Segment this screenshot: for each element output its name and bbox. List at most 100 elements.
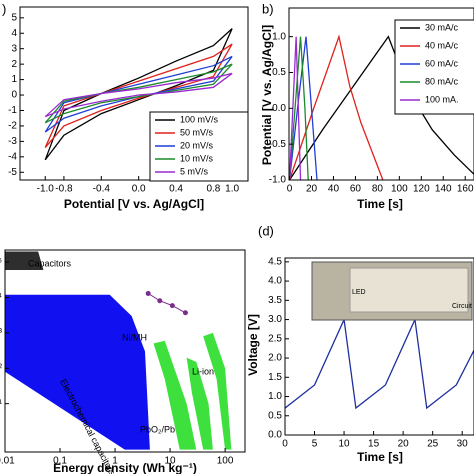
plot-area (44, 28, 233, 161)
y-tick-label: -1 (8, 105, 17, 116)
legend-label: 100 mA. (425, 94, 459, 104)
x-tick-label: 25 (427, 439, 439, 450)
y-tick-label: 0.0 (268, 430, 282, 441)
legend-label: 5 mV/s (180, 166, 209, 176)
y-tick-label: -3 (8, 136, 17, 147)
region (5, 294, 150, 450)
annotation: Circuit bo (452, 303, 474, 310)
y-tick-label: -5 (8, 167, 17, 178)
series-line (289, 36, 309, 180)
y-tick-label: 3.0 (268, 314, 282, 325)
x-tick-label: 0.1 (53, 456, 67, 467)
plot-frame (4, 249, 246, 453)
legend-label: 40 mA/c (425, 40, 459, 50)
point (145, 290, 151, 296)
x-tick-label: 120 (413, 184, 430, 195)
inset-board (349, 267, 469, 313)
y-tick-label: 5 (11, 12, 17, 23)
x-tick-label: 140 (435, 184, 452, 195)
series-line (289, 34, 384, 180)
x-tick-label: -0.8 (55, 184, 73, 195)
legend-label: 80 mA/c (425, 76, 459, 86)
region-label: Capacitors (28, 258, 72, 268)
panel: -1.0 -0.8 -0.4 0.0 0.4 0.8 1.0 5 4 3 2 1 0 -1 -2 -3 -4 -5… (2, 1, 249, 211)
y-tick-label: 1.5 (268, 372, 282, 383)
series-line (44, 72, 233, 118)
y-tick-label: 10⁴ (0, 292, 2, 303)
x-tick-label: 10 (165, 456, 177, 467)
y-tick-label: -4 (8, 151, 17, 162)
legend-label: 20 mV/s (180, 140, 214, 150)
x-tick-label: 5 (312, 439, 318, 450)
point (169, 303, 175, 309)
x-tick-label: 1.0 (225, 184, 239, 195)
region (203, 332, 232, 450)
plot-frame (288, 7, 474, 181)
plot-frame (19, 6, 249, 181)
region (153, 340, 197, 450)
x-tick-label: 60 (350, 184, 362, 195)
plot-area (285, 317, 474, 410)
y-tick-label: 10³ (0, 328, 3, 339)
series-line (289, 36, 302, 180)
x-tick-label: -0.4 (93, 184, 111, 195)
y-tick-label: 0.0 (272, 103, 286, 114)
point (182, 310, 188, 316)
x-tick-label: 10 (339, 439, 351, 450)
y-tick-label: 2.0 (268, 353, 282, 364)
x-axis-label: Energy density (Wh kg⁻¹) (53, 461, 197, 474)
y-axis-label: Potential [V vs. Ag/AgCl] (260, 25, 274, 165)
x-tick-label: 100 (391, 184, 408, 195)
x-tick-label: 20 (398, 439, 410, 450)
y-tick-label: 0.5 (272, 67, 286, 78)
legend-label: 10 mV/s (180, 153, 214, 163)
legend-label: 60 mA/c (425, 58, 459, 68)
panel-label: (d) (258, 223, 274, 238)
y-tick-label: -2 (8, 121, 17, 132)
x-tick-label: 15 (368, 439, 380, 450)
y-tick-label: -0.5 (269, 139, 287, 150)
x-tick-label: 0.8 (206, 184, 220, 195)
region (186, 357, 213, 450)
legend-label: 50 mV/s (180, 127, 214, 137)
point (157, 298, 163, 304)
x-tick-label: 20 (306, 184, 318, 195)
panel: 0 20 40 60 80 100 120 140 160 -1.0 -0.5 0.0 0.5 1.0 Ti… (260, 1, 474, 211)
x-tick-label: 30 (457, 439, 469, 450)
plot-frame (284, 257, 474, 436)
region-label: PbO₂/Pb (140, 424, 175, 434)
x-tick-label: 0.0 (132, 184, 146, 195)
x-tick-label: 1 (112, 456, 118, 467)
y-tick-label: 4 (11, 28, 17, 39)
y-tick-label: 4.0 (268, 276, 282, 287)
x-axis-label: Time [s] (357, 197, 403, 211)
annotation: LED (352, 289, 366, 296)
y-axis-label: Voltage [V] (246, 314, 260, 376)
y-tick-label: 2 (11, 59, 17, 70)
x-tick-label: -1.0 (37, 184, 55, 195)
series-line (147, 293, 186, 314)
y-tick-label: 2.5 (268, 333, 282, 344)
panel-label: b) (262, 1, 274, 16)
legend-label: 30 mA/c (425, 22, 459, 32)
region-label: Li-ion (192, 366, 214, 376)
region-label: Ni/MH (122, 332, 147, 342)
y-tick-label: 0.5 (268, 410, 282, 421)
x-tick-label: 0 (287, 184, 293, 195)
x-axis-label: Potential [V vs. Ag/AgCl] (64, 197, 204, 211)
x-tick-label: 0 (282, 439, 288, 450)
legend-label: 100 mV/s (180, 114, 219, 124)
panel: 0 5 10 15 20 25 30 0.0 0.5 1.0 1.5 2.0 2.5 3.0 3.5 4.0 4… (246, 223, 474, 464)
y-tick-label: 1.0 (272, 31, 286, 42)
y-tick-label: 10¹ (0, 398, 3, 409)
y-tick-label: 0 (11, 90, 17, 101)
x-tick-label: 80 (372, 184, 384, 195)
x-tick-label: 160 (457, 184, 474, 195)
x-tick-label: 40 (328, 184, 340, 195)
series-line (285, 317, 474, 410)
y-tick-label: 1.0 (268, 391, 282, 402)
y-tick-label: -1.0 (269, 175, 287, 186)
y-tick-label: 4.5 (268, 256, 282, 267)
